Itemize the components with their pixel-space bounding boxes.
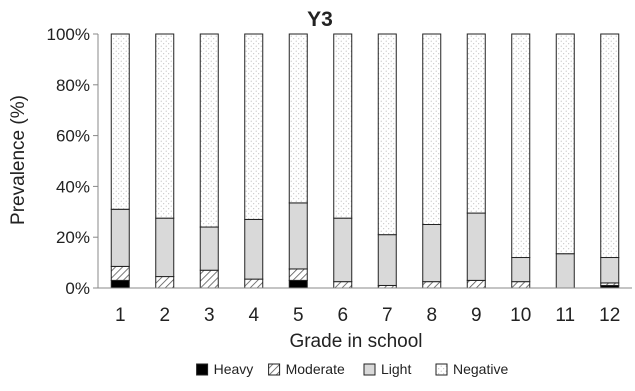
y-tick-label: 20% xyxy=(56,228,90,247)
bar-segment-light xyxy=(466,212,486,281)
legend-swatch-heavy xyxy=(196,363,209,376)
bar-segment-moderate xyxy=(333,281,353,289)
x-tick-label: 11 xyxy=(555,305,575,326)
bar-segment-negative xyxy=(244,33,264,220)
bar-segment-negative xyxy=(155,33,175,219)
x-axis-title: Grade in school xyxy=(289,331,422,352)
legend-label-heavy: Heavy xyxy=(214,361,254,377)
x-tick-label: 6 xyxy=(337,305,348,326)
bar-segment-negative xyxy=(110,33,130,210)
bar-segment-moderate xyxy=(199,269,219,289)
legend-label-light: Light xyxy=(381,361,411,377)
x-tick-label: 4 xyxy=(248,305,259,326)
y-tick-label: 80% xyxy=(56,76,90,95)
bar-segment-light xyxy=(333,217,353,283)
bars xyxy=(110,33,620,289)
x-tick-label: 10 xyxy=(510,305,531,326)
bar-segment-moderate xyxy=(155,276,175,289)
legend: Heavy Moderate Light Negative xyxy=(196,361,508,377)
bar-segment-light xyxy=(511,257,531,283)
bar-segment-moderate xyxy=(511,281,531,289)
bar-segment-light xyxy=(377,234,397,286)
x-tick-label: 1 xyxy=(115,305,126,326)
bar-segment-light xyxy=(155,217,175,278)
y-tick-label: 0% xyxy=(65,279,90,298)
bar-segment-negative xyxy=(333,33,353,219)
legend-swatch-moderate xyxy=(268,363,281,376)
bar-segment-negative xyxy=(466,33,486,214)
bar-segment-heavy xyxy=(288,279,308,289)
bar-segment-negative xyxy=(377,33,397,236)
x-tick-label: 7 xyxy=(382,305,393,326)
bar-segment-light xyxy=(555,253,575,289)
x-tick-label: 8 xyxy=(426,305,437,326)
legend-label-negative: Negative xyxy=(453,361,508,377)
legend-label-moderate: Moderate xyxy=(286,361,345,377)
bar-segment-light xyxy=(244,218,264,280)
bar-segment-light xyxy=(600,257,620,284)
bar-segment-negative xyxy=(511,33,531,259)
bar-segment-negative xyxy=(555,33,575,255)
y-axis-title: Prevalence (%) xyxy=(8,95,29,225)
legend-swatch-light xyxy=(363,363,376,376)
bar-segment-negative xyxy=(199,33,219,228)
bar-segment-moderate xyxy=(288,268,308,281)
bar-segment-moderate xyxy=(244,278,264,289)
bar-segment-light xyxy=(422,224,442,283)
chart-title: Y3 xyxy=(307,8,333,31)
x-tick-label: 5 xyxy=(293,305,304,326)
bar-segment-light xyxy=(199,226,219,271)
legend-swatch-negative xyxy=(435,363,448,376)
bar-segment-negative xyxy=(600,33,620,259)
y-tick-label: 40% xyxy=(56,177,90,196)
x-tick-label: 9 xyxy=(471,305,482,326)
bar-segment-negative xyxy=(288,33,308,204)
x-tick-label: 12 xyxy=(599,305,620,326)
y-axis: 0% 20% 40% 60% 80% 100% xyxy=(47,25,99,298)
bar-segment-moderate xyxy=(422,281,442,289)
bar-segment-negative xyxy=(422,33,442,225)
bar-segment-moderate xyxy=(466,279,486,289)
x-tick-label: 3 xyxy=(204,305,215,326)
bar-segment-moderate xyxy=(110,265,130,281)
y-tick-label: 60% xyxy=(56,127,90,146)
bar-segment-heavy xyxy=(110,279,130,289)
bar-segment-light xyxy=(288,202,308,270)
y-tick-label: 100% xyxy=(47,25,90,44)
bar-segment-light xyxy=(110,208,130,267)
x-tick-label: 2 xyxy=(159,305,170,326)
x-axis: 1 2 3 4 5 6 7 8 9 10 11 12 xyxy=(98,287,632,326)
